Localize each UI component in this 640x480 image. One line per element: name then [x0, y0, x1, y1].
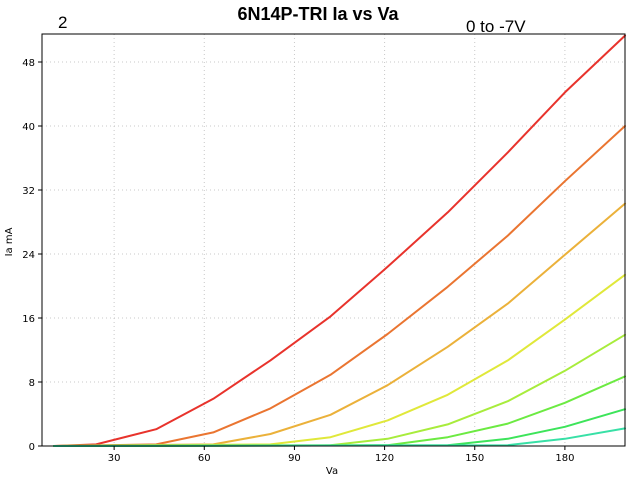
axes: 30 60 90 120 150 180 0 8 16 24 32 40 48 — [22, 33, 626, 464]
x-tick-label: 120 — [375, 453, 394, 464]
chart-title: 6N14P-TRI Ia vs Va — [237, 4, 399, 24]
y-axis-label: Ia mA — [4, 227, 15, 256]
x-tick-label: 180 — [555, 453, 574, 464]
grid-lines — [42, 34, 625, 446]
y-tick-label: 8 — [29, 378, 35, 389]
x-tick-label: 90 — [288, 453, 301, 464]
plate-curve-2 — [53, 125, 626, 447]
plate-curve-3 — [53, 202, 626, 447]
y-tick-label: 32 — [22, 186, 35, 197]
x-tick-label: 30 — [108, 453, 121, 464]
chart-corner-number: 2 — [58, 13, 67, 32]
plate-curves — [53, 34, 626, 447]
plot-frame — [41, 33, 626, 447]
plate-curve-5 — [53, 333, 626, 447]
plate-curve-7 — [53, 408, 626, 447]
y-tick-label: 16 — [22, 314, 35, 325]
y-tick-label: 0 — [29, 442, 35, 453]
x-tick-label: 60 — [198, 453, 211, 464]
plate-curve-4 — [53, 273, 626, 447]
x-tick-label: 150 — [465, 453, 484, 464]
y-tick-label: 24 — [22, 250, 35, 261]
plate-curve-1 — [53, 34, 626, 447]
y-tick-label: 40 — [22, 122, 35, 133]
bias-range-label: 0 to -7V — [466, 17, 526, 36]
x-axis-label: Va — [326, 466, 338, 477]
y-tick-label: 48 — [22, 58, 35, 69]
